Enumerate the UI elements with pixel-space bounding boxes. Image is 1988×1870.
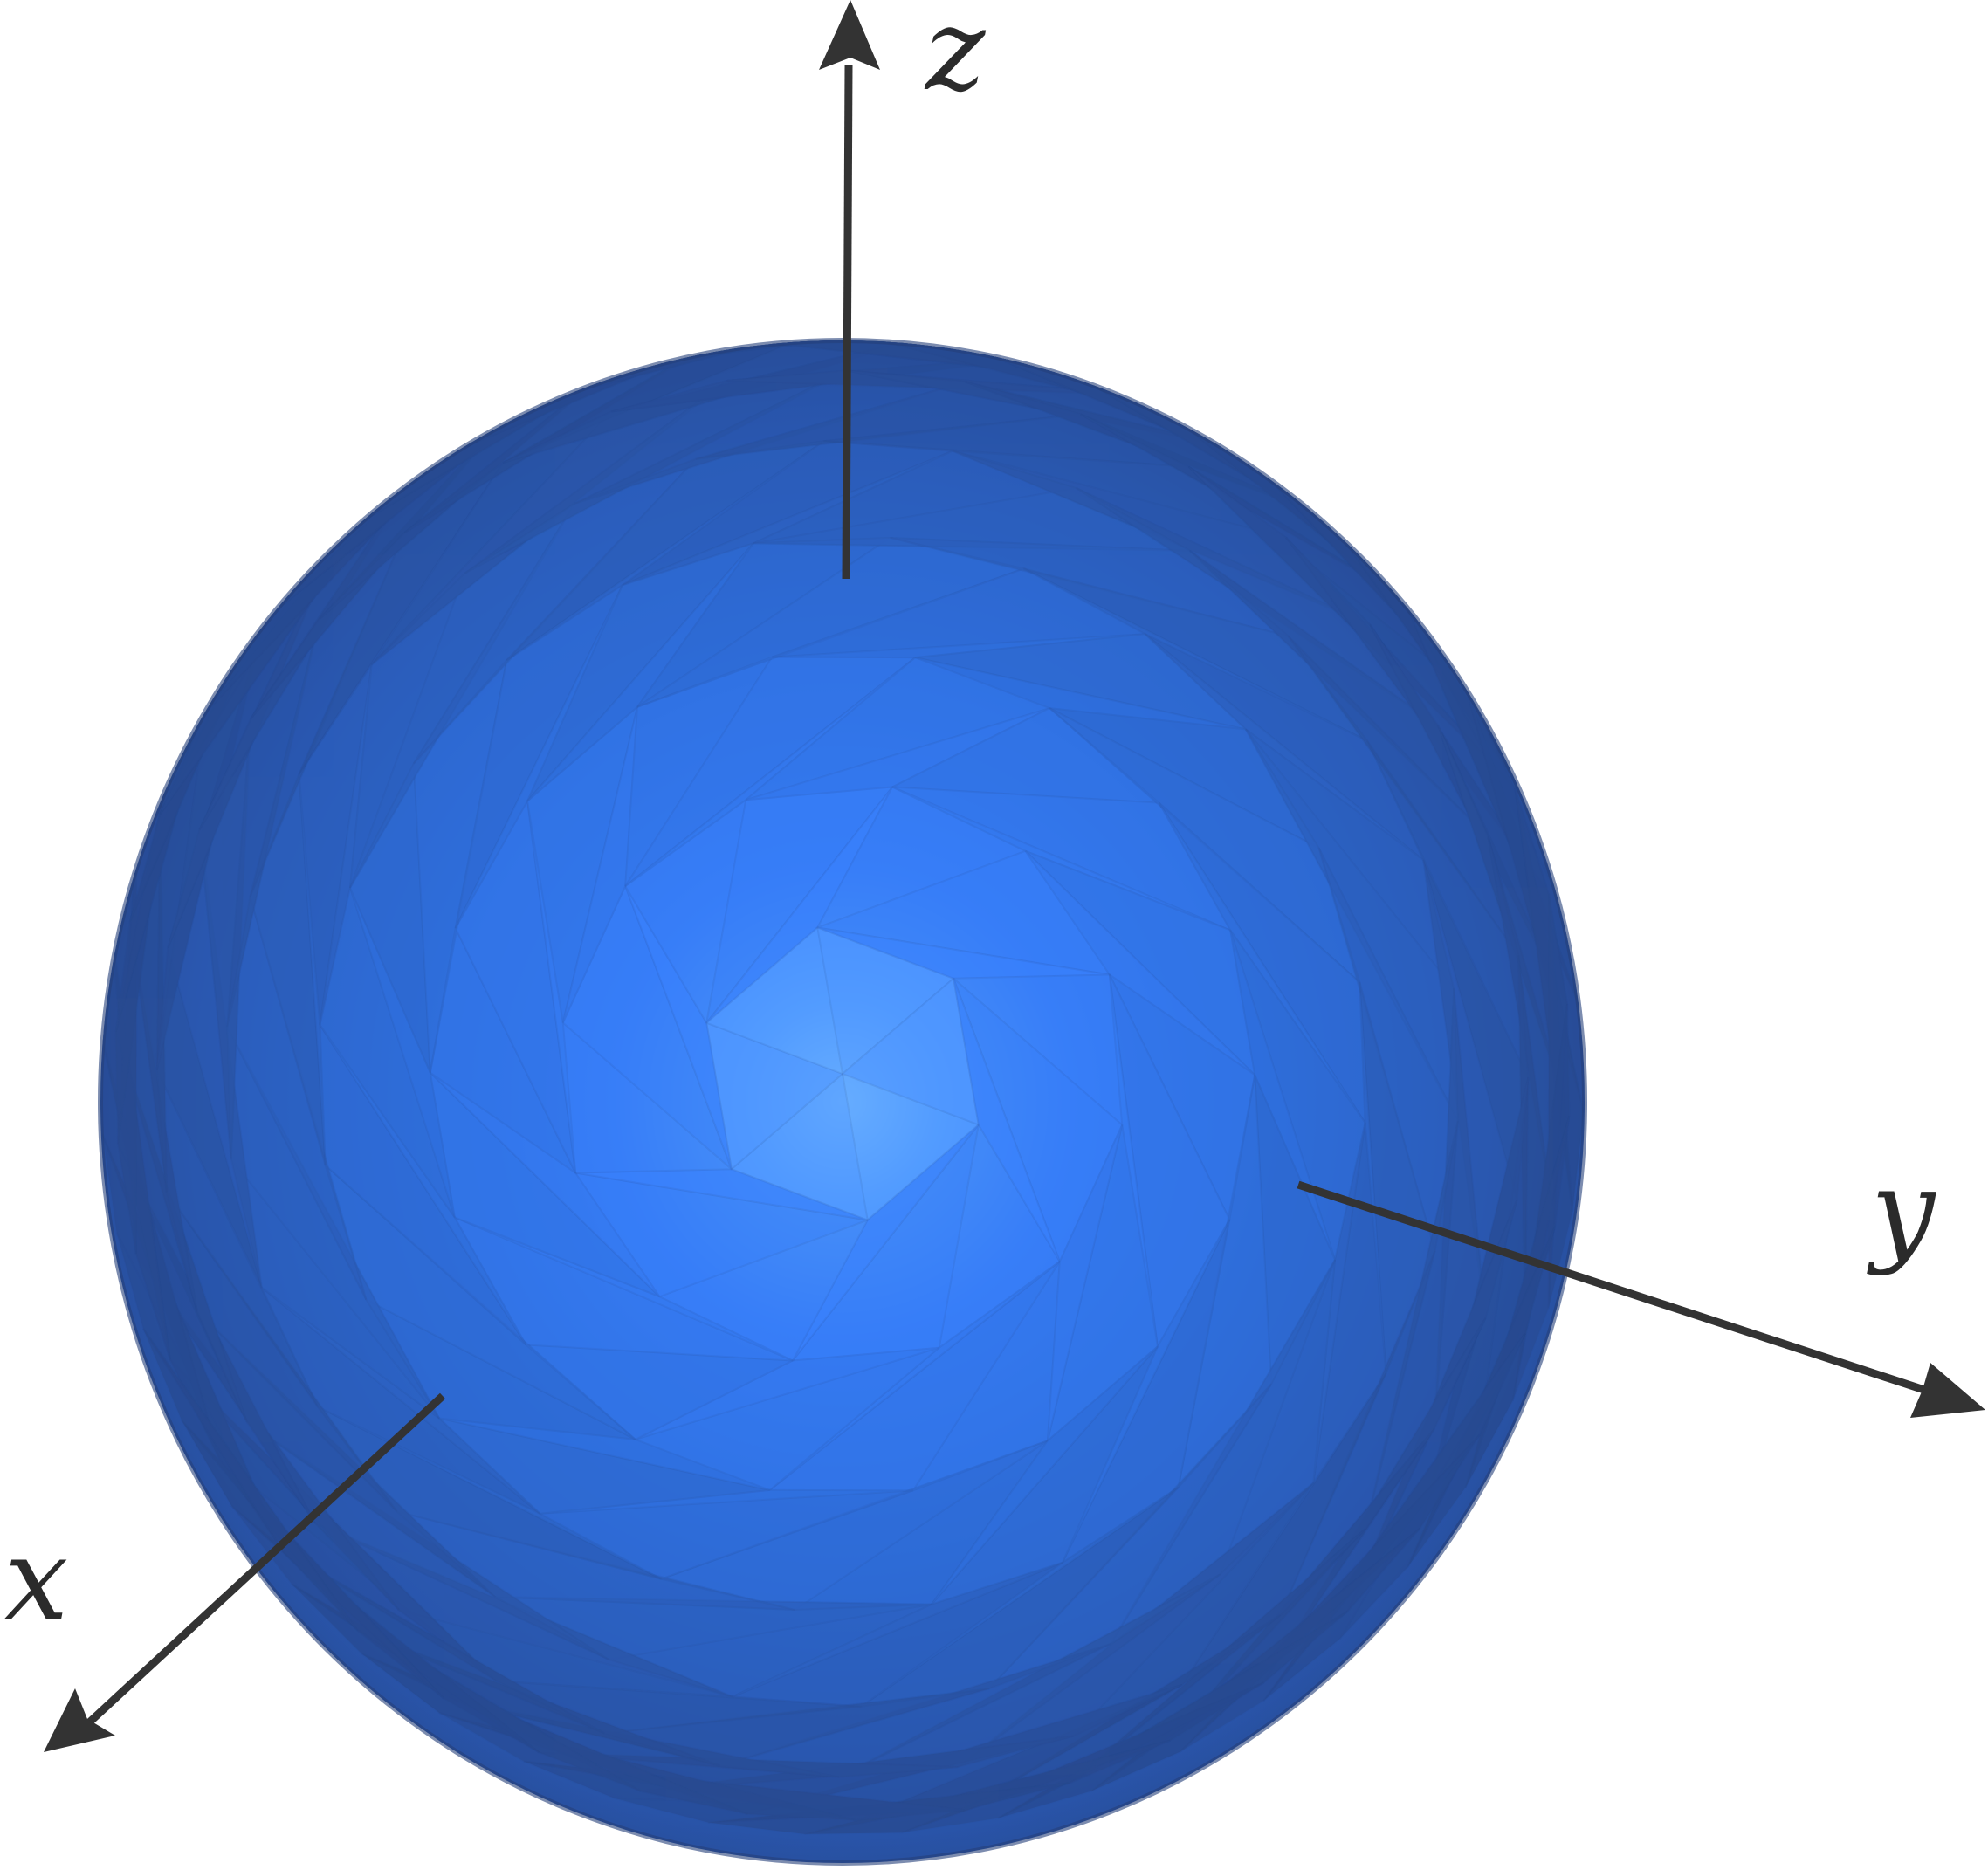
sphere-facet [632, 1346, 940, 1492]
sphere-facet [1108, 974, 1159, 1347]
sphere-facet [622, 440, 953, 587]
sphere-facet [729, 1072, 869, 1222]
z-arrowhead-icon [819, 0, 880, 70]
sphere-facet [624, 885, 733, 1170]
sphere-facet [732, 1561, 1063, 1698]
sphere-facet [430, 1071, 661, 1297]
y-axis-line [1297, 1180, 1931, 1396]
sphere-facet [623, 797, 747, 1026]
sphere-facet [349, 887, 456, 1218]
sphere-facet [319, 664, 373, 1026]
sphere-facet [261, 1286, 541, 1515]
sphere-facet [953, 978, 1061, 1262]
sphere-facet [1024, 850, 1255, 1076]
axes [84, 65, 1931, 1728]
sphere-facet [931, 1345, 1159, 1605]
sphere-facet [817, 926, 1111, 980]
sphere-facet [319, 884, 456, 1218]
sphere-facet [816, 925, 956, 1076]
sphere-facet [1144, 633, 1425, 861]
sphere-facet [1366, 740, 1530, 1078]
sphere-facet [496, 1680, 862, 1708]
sphere-facet [1229, 930, 1336, 1261]
x-arrowhead-icon [44, 1688, 115, 1752]
sphere-facet [281, 1549, 605, 1735]
z-axis-line [842, 65, 853, 580]
sphere-facet [1024, 849, 1256, 1078]
sphere-rim [98, 338, 1587, 1866]
y-arrowhead-icon [1910, 1363, 1985, 1418]
sphere-facet [953, 978, 1124, 1264]
x-axis-line [84, 1392, 446, 1728]
y-axis-label: y [1867, 1145, 1936, 1277]
sphere-facet [624, 657, 916, 887]
sphere-facets [100, 340, 1585, 1835]
sphere-facet [841, 976, 980, 1126]
sphere-facet [1180, 1372, 1387, 1686]
sphere-facet [1144, 633, 1424, 862]
sphere-facet [1046, 1124, 1124, 1441]
z-axis-label: z [924, 0, 987, 116]
sphere [98, 338, 1587, 1866]
x-axis-label: x [4, 1513, 68, 1646]
sphere-facet [506, 440, 825, 662]
axis-arrowheads [44, 0, 1985, 1752]
sphere-facet [298, 773, 327, 1165]
sphere-facet [815, 786, 1028, 930]
sphere-facet [142, 1328, 359, 1632]
sphere-facet [860, 1486, 1180, 1708]
